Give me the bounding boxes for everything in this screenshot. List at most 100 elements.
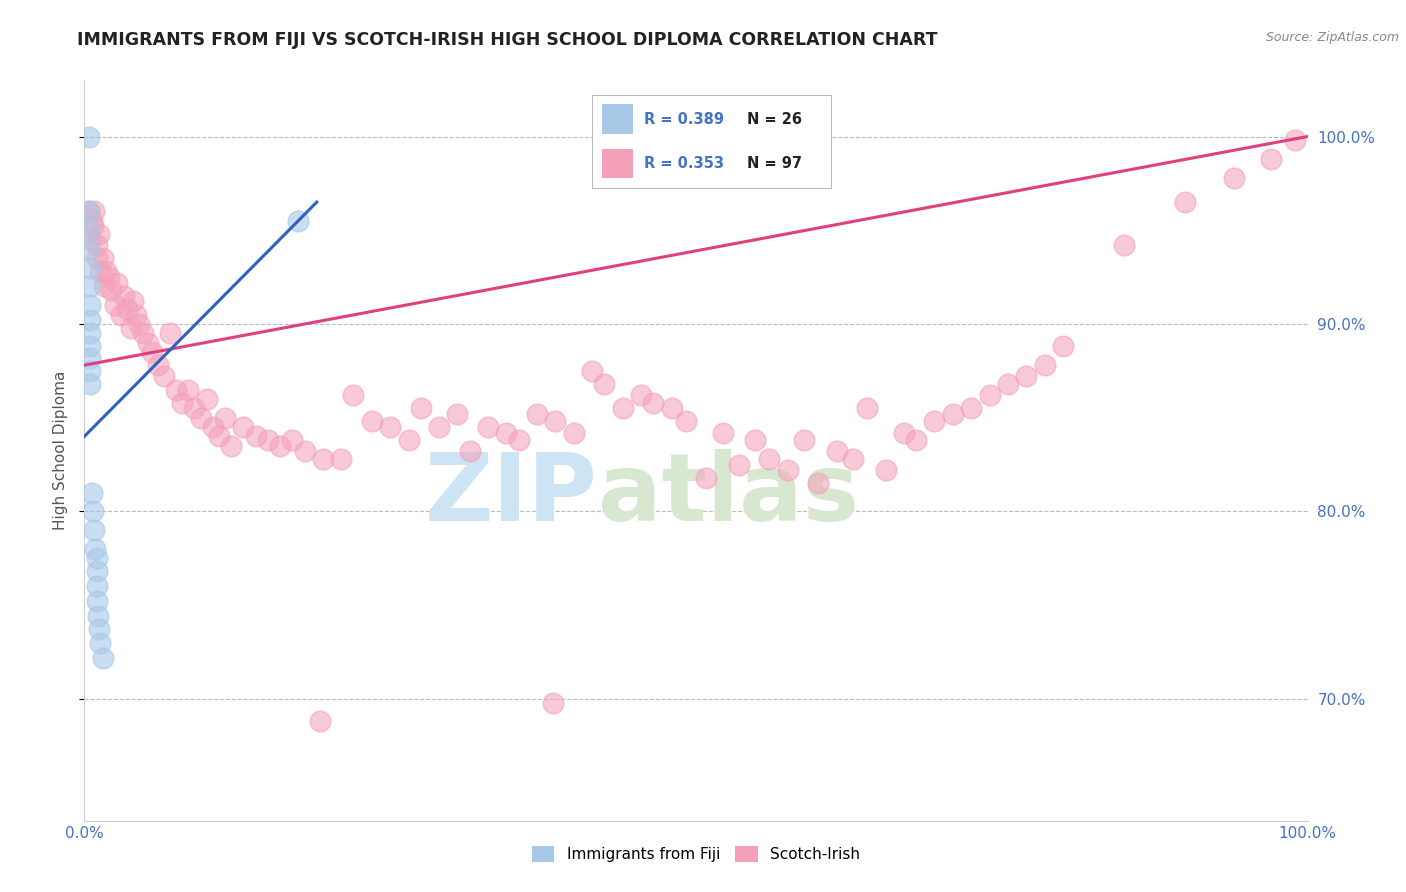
Point xyxy=(893,425,915,440)
Point xyxy=(208,429,231,443)
Point xyxy=(427,420,450,434)
Point xyxy=(544,414,567,428)
Point xyxy=(86,238,108,252)
Point xyxy=(219,439,242,453)
Point xyxy=(86,252,108,266)
Point xyxy=(562,425,585,440)
Point xyxy=(330,451,353,466)
Point xyxy=(87,623,110,637)
Point xyxy=(312,451,335,466)
Point xyxy=(875,463,897,477)
Point xyxy=(612,401,634,416)
Point xyxy=(96,264,118,278)
Point xyxy=(79,376,101,391)
Point xyxy=(79,313,101,327)
Point xyxy=(758,451,780,466)
Point xyxy=(79,364,101,378)
Point xyxy=(309,714,332,729)
Point xyxy=(979,388,1001,402)
Point xyxy=(80,214,103,228)
Point xyxy=(727,458,749,472)
Point xyxy=(581,364,603,378)
Point xyxy=(446,407,468,421)
Point xyxy=(294,444,316,458)
Point xyxy=(593,376,616,391)
Point xyxy=(841,451,863,466)
Point xyxy=(87,227,110,241)
Point xyxy=(960,401,983,416)
Point xyxy=(997,376,1019,391)
Point xyxy=(380,420,402,434)
Point xyxy=(695,470,717,484)
Point xyxy=(257,433,280,447)
Point xyxy=(120,320,142,334)
Point xyxy=(856,401,879,416)
Point xyxy=(1284,133,1306,147)
Point xyxy=(122,294,145,309)
Point xyxy=(82,504,104,518)
Point xyxy=(924,414,946,428)
Point xyxy=(79,351,101,365)
Point xyxy=(79,326,101,341)
Point xyxy=(807,476,830,491)
Point xyxy=(1015,369,1038,384)
Point xyxy=(398,433,420,447)
Point xyxy=(79,260,101,275)
Point xyxy=(287,214,309,228)
Point xyxy=(1260,152,1282,166)
Point xyxy=(84,541,107,556)
Point xyxy=(83,204,105,219)
Point xyxy=(526,407,548,421)
Point xyxy=(86,579,108,593)
Point xyxy=(825,444,848,458)
Point xyxy=(159,326,181,341)
Point xyxy=(183,401,205,416)
Point xyxy=(86,594,108,608)
Point xyxy=(165,383,187,397)
Point xyxy=(86,551,108,566)
Point xyxy=(77,242,100,256)
Point xyxy=(495,425,517,440)
Text: Source: ZipAtlas.com: Source: ZipAtlas.com xyxy=(1265,31,1399,45)
Point xyxy=(77,223,100,237)
Point xyxy=(89,264,111,278)
Point xyxy=(110,308,132,322)
Point xyxy=(79,339,101,353)
Point xyxy=(214,410,236,425)
Point xyxy=(93,279,115,293)
Point xyxy=(630,388,652,402)
Point xyxy=(91,650,114,665)
Point xyxy=(112,289,135,303)
Point xyxy=(190,410,212,425)
Point xyxy=(77,204,100,219)
Point xyxy=(79,233,101,247)
Point xyxy=(146,358,169,372)
Point xyxy=(1033,358,1056,372)
Point xyxy=(1223,170,1246,185)
Point xyxy=(80,485,103,500)
Point xyxy=(281,433,304,447)
Text: atlas: atlas xyxy=(598,449,859,541)
Point xyxy=(141,345,163,359)
Point xyxy=(82,219,104,234)
Point xyxy=(744,433,766,447)
Point xyxy=(79,279,101,293)
Text: ZIP: ZIP xyxy=(425,449,598,541)
Point xyxy=(675,414,697,428)
Point xyxy=(105,276,128,290)
Point xyxy=(269,439,291,453)
Point xyxy=(905,433,928,447)
Point xyxy=(172,395,194,409)
Y-axis label: High School Diploma: High School Diploma xyxy=(52,371,67,530)
Point xyxy=(1174,195,1197,210)
Point xyxy=(153,369,176,384)
Point xyxy=(643,395,665,409)
Point xyxy=(1052,339,1074,353)
Point xyxy=(232,420,254,434)
Point xyxy=(477,420,499,434)
Legend: Immigrants from Fiji, Scotch-Irish: Immigrants from Fiji, Scotch-Irish xyxy=(526,840,866,869)
Point xyxy=(77,204,100,219)
Point xyxy=(776,463,799,477)
Point xyxy=(100,283,122,297)
Point xyxy=(125,308,148,322)
